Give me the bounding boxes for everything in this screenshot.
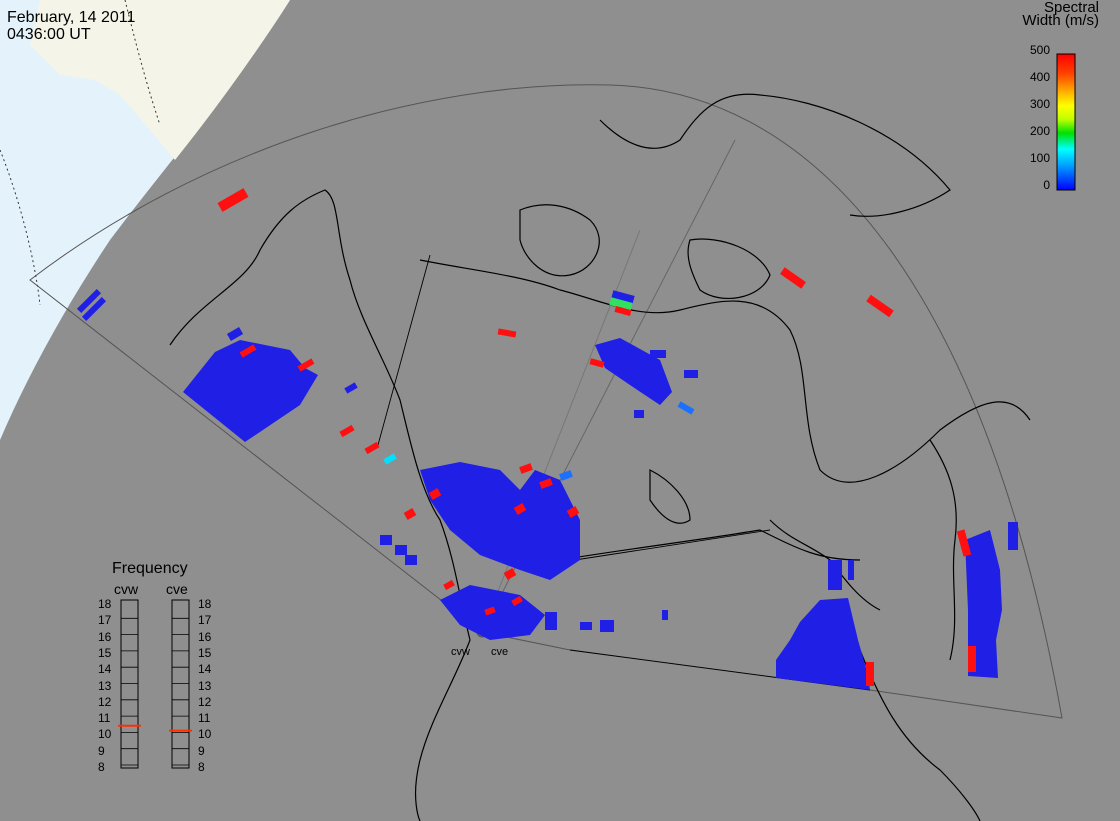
echo-cell	[866, 662, 874, 686]
colorbar-tick-300: 300	[1029, 97, 1050, 111]
echo-cell	[559, 470, 573, 481]
echo-cell	[403, 508, 417, 520]
frequency-tick-left: 10	[98, 727, 112, 742]
echo-cell	[395, 545, 407, 555]
echo-cell	[539, 478, 553, 489]
echo-cluster	[776, 598, 870, 690]
frequency-tick-left: 15	[98, 645, 112, 660]
radar-label-cvw: cvw	[451, 646, 470, 658]
echo-cell	[76, 288, 102, 314]
frequency-tick-left: 9	[98, 743, 105, 758]
plot-time: 0436:00 UT	[7, 26, 91, 43]
frequency-title: Frequency	[112, 560, 188, 577]
echo-cluster	[420, 462, 580, 580]
echo-cell	[428, 488, 442, 500]
frequency-tick-right: 11	[198, 711, 211, 726]
echo-cell	[344, 382, 358, 394]
frequency-tick-left: 13	[98, 678, 112, 693]
frequency-tick-left: 17	[98, 613, 112, 628]
colorbar-title-line1: Spectral	[1043, 0, 1099, 16]
frequency-tick-right: 10	[198, 727, 212, 742]
echo-cell	[956, 529, 972, 557]
echo-cell	[684, 370, 698, 378]
echo-cell	[484, 606, 496, 616]
echo-cell	[297, 358, 315, 372]
frequency-tick-left: 14	[98, 662, 112, 677]
colorbar-tick-100: 100	[1029, 151, 1050, 165]
frequency-tick-left: 11	[98, 711, 111, 726]
colorbar-tick-0: 0	[1043, 178, 1050, 192]
echo-cell	[677, 401, 695, 415]
frequency-tick-right: 18	[198, 597, 212, 611]
echo-cell	[580, 622, 592, 630]
echo-cell	[634, 410, 644, 418]
echo-cell	[513, 503, 527, 515]
frequency-panel	[118, 599, 192, 769]
echo-cluster	[595, 338, 672, 405]
colorbar	[1056, 53, 1076, 191]
echo-cell	[239, 344, 257, 358]
echo-cell	[380, 535, 392, 545]
echo-cluster	[965, 530, 1002, 678]
frequency-tick-right: 16	[198, 629, 212, 644]
frequency-tick-right: 12	[198, 694, 212, 709]
colorbar-tick-200: 200	[1029, 124, 1050, 138]
frequency-tick-left: 16	[98, 629, 112, 644]
frequency-grid	[121, 617, 189, 766]
echo-cell	[848, 560, 854, 580]
daylight-land	[30, 0, 290, 160]
echo-cell	[650, 350, 666, 358]
frequency-tick-left: 8	[98, 760, 105, 774]
frequency-label-cvw: cvw	[114, 581, 139, 597]
echo-cell	[503, 568, 517, 580]
echo-cell	[614, 306, 632, 316]
echo-cell	[780, 267, 806, 289]
daylight-region	[0, 0, 290, 440]
frequency-tick-right: 13	[198, 678, 212, 693]
field-of-view-outline	[29, 84, 1063, 719]
echo-cell	[662, 610, 668, 620]
echo-cell	[497, 328, 517, 338]
echo-cell	[589, 358, 605, 368]
frequency-tick-right: 15	[198, 645, 212, 660]
echo-cell	[81, 296, 107, 322]
frequency-tick-left: 12	[98, 694, 112, 709]
colorbar-tick-500: 500	[1029, 43, 1050, 57]
echo-cluster	[183, 340, 318, 442]
echo-cell	[609, 297, 633, 311]
echo-cell	[217, 188, 249, 212]
echo-cell	[226, 327, 244, 341]
coastlines	[169, 93, 1031, 821]
echo-cell	[566, 506, 580, 518]
frequency-tick-left: 18	[98, 597, 112, 611]
echo-cell	[443, 579, 455, 591]
echo-cell	[405, 555, 417, 565]
echo-cell	[383, 453, 397, 465]
frequency-label-cve: cve	[166, 581, 188, 597]
frequency-tick-right: 17	[198, 613, 212, 628]
echo-cell	[828, 560, 842, 590]
echo-cell	[866, 294, 894, 318]
echo-cell	[600, 620, 614, 632]
frequency-tick-right: 14	[198, 662, 212, 677]
cvw-frequency-scale	[120, 599, 139, 769]
echo-layer	[76, 188, 1018, 690]
colorbar-title-line2: Width (m/s)	[1022, 12, 1099, 29]
frequency-tick-right: 8	[198, 760, 205, 774]
echo-cell	[364, 441, 380, 455]
echo-cell	[339, 424, 355, 438]
echo-cell	[968, 646, 976, 672]
echo-cell	[511, 595, 523, 607]
cve-frequency-scale	[171, 599, 190, 769]
radar-label-cve: cve	[491, 646, 509, 658]
colorbar-tick-400: 400	[1029, 70, 1050, 84]
frequency-tick-right: 9	[198, 743, 205, 758]
echo-cell	[545, 612, 557, 630]
echo-cell	[611, 290, 635, 304]
plot-date: February, 14 2011	[7, 9, 136, 26]
echo-cell	[519, 463, 533, 474]
echo-cell	[1008, 522, 1018, 550]
